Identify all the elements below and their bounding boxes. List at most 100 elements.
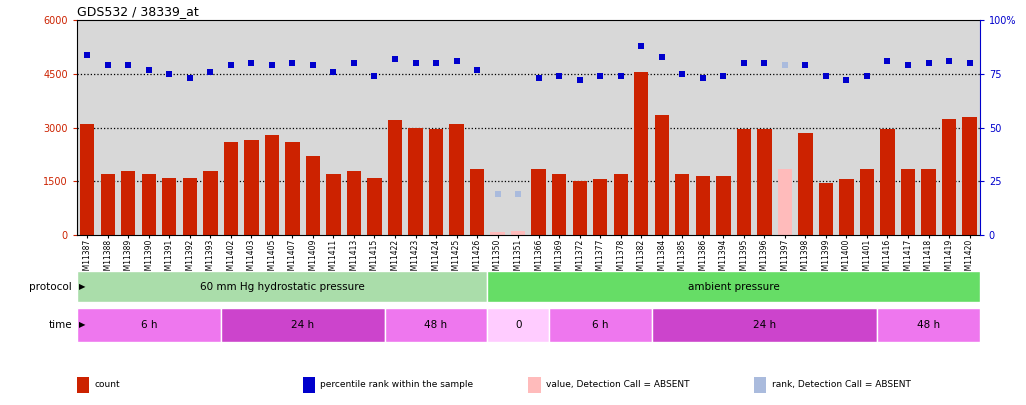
Text: time: time xyxy=(48,320,72,330)
Bar xyxy=(244,140,259,235)
Bar xyxy=(388,120,402,235)
Bar xyxy=(77,308,221,342)
Point xyxy=(264,62,280,68)
Point xyxy=(859,73,875,79)
Bar xyxy=(942,119,956,235)
Text: 24 h: 24 h xyxy=(753,320,776,330)
Point xyxy=(223,62,239,68)
Bar xyxy=(285,142,300,235)
Bar xyxy=(839,179,854,235)
Bar xyxy=(819,183,833,235)
Bar xyxy=(614,174,628,235)
Point xyxy=(592,73,608,79)
Bar xyxy=(696,176,710,235)
Bar xyxy=(80,124,94,235)
Point xyxy=(325,68,342,75)
Text: value, Detection Call = ABSENT: value, Detection Call = ABSENT xyxy=(546,380,689,389)
Point xyxy=(613,73,629,79)
Bar xyxy=(798,133,813,235)
Point xyxy=(120,62,136,68)
Point xyxy=(551,73,567,79)
Text: GDS532 / 38339_at: GDS532 / 38339_at xyxy=(77,5,199,18)
Point xyxy=(387,55,403,62)
Text: ▶: ▶ xyxy=(79,320,85,330)
Point xyxy=(756,60,773,66)
Bar xyxy=(490,232,505,235)
Bar xyxy=(962,117,977,235)
Bar xyxy=(675,174,689,235)
Bar xyxy=(367,178,382,235)
Bar xyxy=(385,308,487,342)
Bar xyxy=(142,174,156,235)
Point xyxy=(961,60,978,66)
Point xyxy=(100,62,116,68)
Bar xyxy=(224,142,238,235)
Text: count: count xyxy=(94,380,120,389)
Point xyxy=(674,71,690,77)
Point xyxy=(920,60,937,66)
Point xyxy=(243,60,260,66)
Point xyxy=(654,53,670,60)
Bar xyxy=(573,181,587,235)
Bar xyxy=(716,176,731,235)
Bar xyxy=(552,174,566,235)
Bar xyxy=(408,128,423,235)
Point xyxy=(571,77,588,83)
Point xyxy=(284,60,301,66)
Point xyxy=(407,60,424,66)
Point xyxy=(366,73,383,79)
Bar xyxy=(737,129,751,235)
Point xyxy=(141,66,157,73)
Point xyxy=(161,71,177,77)
Bar xyxy=(470,169,484,235)
Bar xyxy=(531,169,546,235)
Point xyxy=(202,68,219,75)
Text: 24 h: 24 h xyxy=(291,320,314,330)
Bar xyxy=(652,308,877,342)
Bar xyxy=(487,271,980,302)
Point xyxy=(777,62,793,68)
Point xyxy=(797,62,814,68)
Text: 6 h: 6 h xyxy=(592,320,608,330)
Point xyxy=(941,58,957,64)
Bar xyxy=(162,178,176,235)
Text: ▶: ▶ xyxy=(79,282,85,291)
Bar xyxy=(306,156,320,235)
Bar xyxy=(634,72,648,235)
Bar xyxy=(265,135,279,235)
Point xyxy=(879,58,896,64)
Bar xyxy=(593,179,607,235)
Bar xyxy=(877,308,980,342)
Bar xyxy=(101,174,115,235)
Point xyxy=(428,60,444,66)
Point xyxy=(305,62,321,68)
Bar xyxy=(429,129,443,235)
Point xyxy=(182,75,198,81)
Bar xyxy=(757,129,772,235)
Text: 60 mm Hg hydrostatic pressure: 60 mm Hg hydrostatic pressure xyxy=(200,281,364,292)
Point xyxy=(489,191,506,197)
Text: rank, Detection Call = ABSENT: rank, Detection Call = ABSENT xyxy=(772,380,910,389)
Point xyxy=(818,73,834,79)
Text: 48 h: 48 h xyxy=(917,320,940,330)
Bar xyxy=(778,169,792,235)
Point xyxy=(736,60,752,66)
Text: 0: 0 xyxy=(515,320,521,330)
Bar xyxy=(880,129,895,235)
Text: ambient pressure: ambient pressure xyxy=(687,281,780,292)
Point xyxy=(530,75,547,81)
Bar xyxy=(655,115,669,235)
Bar xyxy=(183,178,197,235)
Text: percentile rank within the sample: percentile rank within the sample xyxy=(320,380,473,389)
Text: 6 h: 6 h xyxy=(141,320,157,330)
Point xyxy=(448,58,465,64)
Point xyxy=(695,75,711,81)
Bar xyxy=(921,169,936,235)
Bar xyxy=(449,124,464,235)
Text: 48 h: 48 h xyxy=(425,320,447,330)
Bar xyxy=(121,171,135,235)
Point xyxy=(900,62,916,68)
Point xyxy=(715,73,732,79)
Bar xyxy=(549,308,652,342)
Bar xyxy=(487,308,549,342)
